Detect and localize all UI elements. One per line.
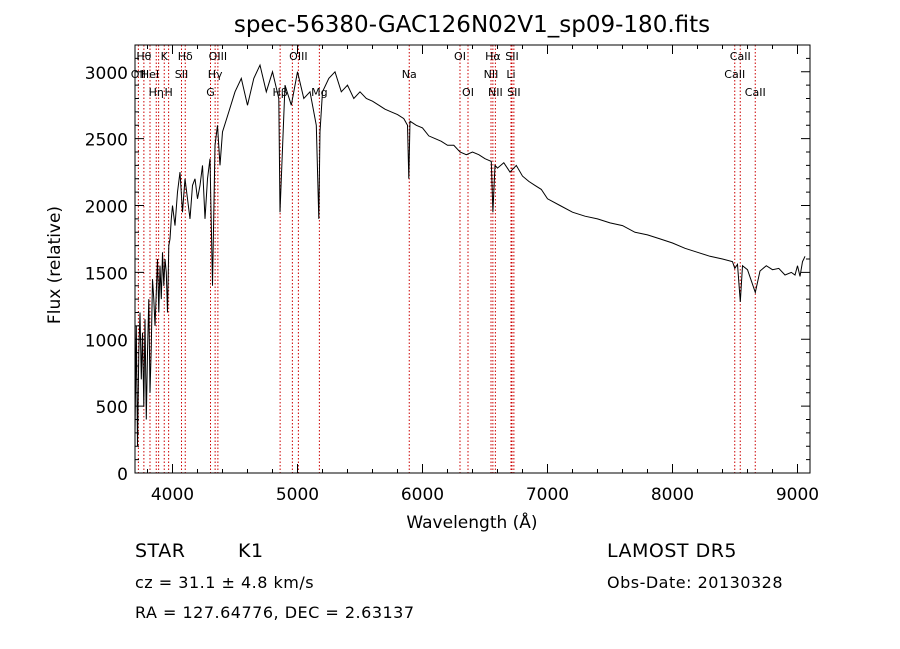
line-marker-label: OI — [462, 86, 474, 99]
x-tick-label: 8000 — [651, 485, 694, 505]
emission-line-labels: OIIHθHeIHηKHSIIHδGHγOIIIHβOIIIMgNaOIOINI… — [131, 50, 766, 99]
object-class: STAR — [135, 540, 186, 562]
line-marker-label: NII — [484, 68, 499, 81]
line-marker-label: CaII — [724, 68, 745, 81]
plot-frame — [134, 44, 811, 474]
y-axis: 0 500 1000 1500 2000 2500 3000 — [85, 44, 810, 485]
line-marker-label: SII — [505, 50, 518, 63]
survey-label: LAMOST DR5 — [607, 540, 737, 562]
y-tick-label: 1500 — [85, 264, 128, 284]
line-marker-label: G — [206, 86, 215, 99]
line-marker-label: K — [161, 50, 169, 63]
line-marker-label: SII — [507, 86, 520, 99]
x-axis: 4000 5000 6000 7000 8000 9000 — [147, 45, 819, 505]
line-marker-label: Mg — [311, 86, 327, 99]
line-marker-label: OI — [454, 50, 466, 63]
y-tick-label: 500 — [96, 398, 128, 418]
line-marker-label: CaII — [745, 86, 766, 99]
line-marker-label: SII — [175, 68, 188, 81]
y-tick-label: 1000 — [85, 331, 128, 351]
y-tick-label: 2500 — [85, 131, 128, 151]
x-tick-label: 4000 — [151, 485, 194, 505]
line-marker-label: Hη — [149, 86, 164, 99]
line-marker-label: NII — [488, 86, 503, 99]
obs-date-text: Obs-Date: 20130328 — [607, 573, 784, 592]
line-marker-label: Hα — [485, 50, 501, 63]
y-axis-label: Flux (relative) — [45, 206, 65, 324]
line-marker-label: Li — [506, 68, 515, 81]
line-marker-label: H — [164, 86, 172, 99]
velocity-text: cz = 31.1 ± 4.8 km/s — [135, 573, 315, 592]
x-tick-label: 7000 — [526, 485, 569, 505]
line-marker-label: OIII — [209, 50, 227, 63]
line-marker-label: CaII — [730, 50, 751, 63]
y-tick-label: 3000 — [85, 64, 128, 84]
x-tick-label: 9000 — [776, 485, 819, 505]
x-tick-label: 6000 — [401, 485, 444, 505]
emission-line-markers — [137, 45, 756, 473]
x-tick-label: 5000 — [276, 485, 319, 505]
object-subclass: K1 — [238, 540, 264, 562]
line-marker-label: Na — [402, 68, 417, 81]
y-tick-label: 0 — [117, 465, 128, 485]
chart-title: spec-56380-GAC126N02V1_sp09-180.fits — [234, 12, 710, 38]
line-marker-label: HeI — [141, 68, 159, 81]
x-axis-label: Wavelength (Å) — [406, 511, 537, 533]
line-marker-label: Hγ — [208, 68, 223, 81]
y-tick-label: 2000 — [85, 198, 128, 218]
coordinates-text: RA = 127.64776, DEC = 2.63137 — [135, 603, 415, 622]
line-marker-label: Hδ — [178, 50, 193, 63]
line-marker-label: OIII — [289, 50, 307, 63]
line-marker-label: Hθ — [136, 50, 151, 63]
spectrum-series-line — [134, 63, 806, 447]
